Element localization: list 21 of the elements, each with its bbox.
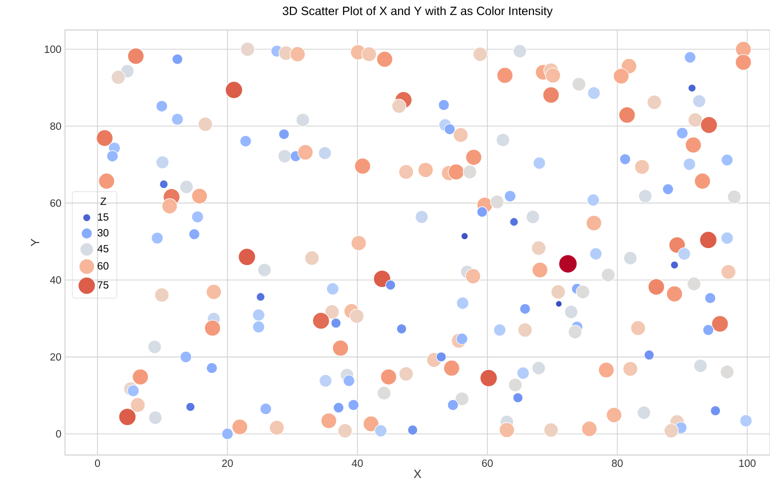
- x-tick-label: 80: [612, 460, 623, 467]
- x-tick-label: 100: [739, 460, 756, 467]
- y-tick-label: 80: [50, 122, 62, 130]
- legend-label: 75: [98, 281, 108, 289]
- legend-label: 15: [98, 213, 108, 221]
- y-tick-label: 20: [50, 353, 62, 361]
- legend-label: 30: [98, 229, 108, 236]
- y-axis-title: Y: [30, 238, 40, 246]
- x-tick-label: 60: [482, 460, 493, 467]
- legend-title: Z: [100, 198, 106, 205]
- legend-label: 45: [97, 245, 108, 252]
- x-tick-label: 40: [352, 460, 363, 467]
- y-tick-label: 40: [50, 276, 62, 284]
- y-tick-label: 0: [56, 430, 62, 438]
- x-tick-label: 0: [94, 460, 100, 467]
- x-axis-title: X: [414, 470, 422, 478]
- y-tick-label: 100: [44, 46, 62, 53]
- chart-title: 3D Scatter Plot of X and Y with Z as Color Intensity: [282, 6, 553, 18]
- x-tick-label: 20: [222, 460, 233, 467]
- legend-label: 60: [98, 262, 108, 270]
- y-tick-label: 60: [50, 199, 62, 207]
